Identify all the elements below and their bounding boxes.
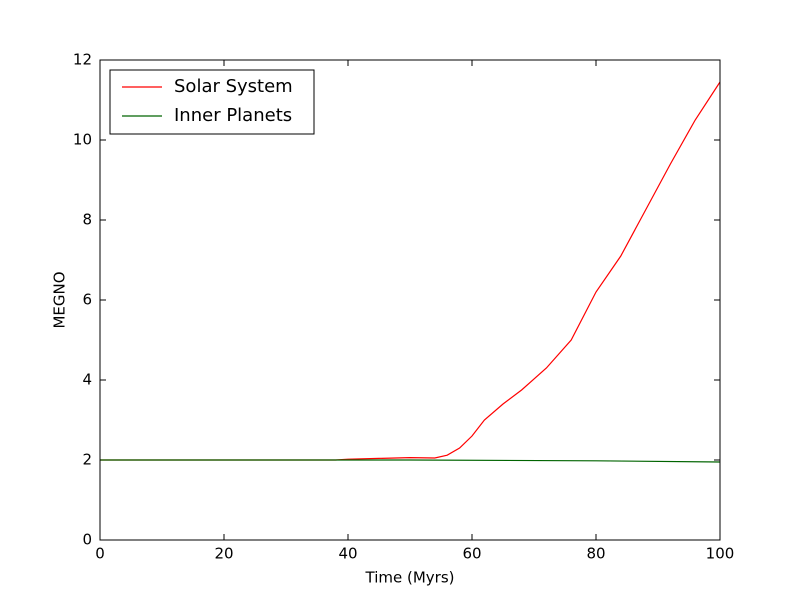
legend-box [109,69,315,135]
y-tick-label: 2 [82,451,92,469]
y-tick-label: 4 [82,371,92,389]
x-axis-label: Time (Myrs) [365,569,455,587]
x-tick-label: 60 [462,545,481,563]
y-axis-label: MEGNO [51,271,69,328]
y-tick-label: 6 [82,291,92,309]
y-tick-label: 0 [82,531,92,549]
plot-frame [99,59,721,541]
legend-label: Solar System [174,76,293,97]
series-line [100,459,721,463]
x-tick-label: 0 [95,545,105,563]
series-line [100,81,721,461]
x-tick-label: 100 [706,545,735,563]
y-tick-label: 12 [73,51,92,69]
x-tick-label: 80 [586,545,605,563]
y-tick-label: 10 [73,131,92,149]
legend-label: Inner Planets [174,105,292,126]
x-tick-label: 40 [338,545,357,563]
x-tick-label: 20 [214,545,233,563]
y-tick-label: 8 [82,211,92,229]
